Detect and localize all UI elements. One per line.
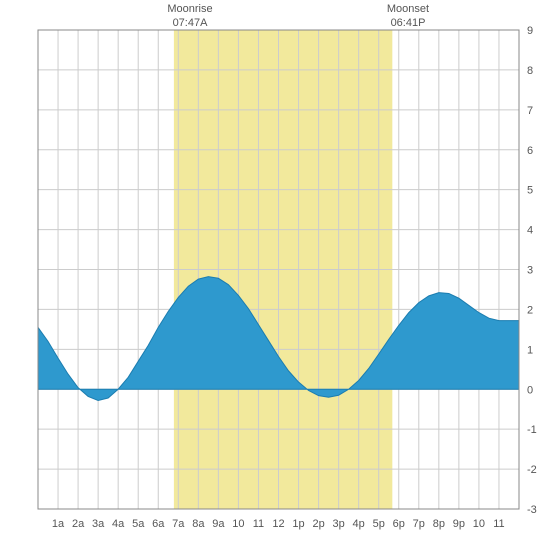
y-tick-label: 0	[527, 384, 533, 396]
x-tick-label: 4a	[112, 518, 125, 530]
y-tick-label: 9	[527, 25, 533, 37]
x-tick-label: 10	[473, 518, 485, 530]
x-tick-label: 9a	[212, 518, 225, 530]
x-tick-label: 6a	[152, 518, 165, 530]
y-tick-label: 1	[527, 344, 533, 356]
x-tick-label: 6p	[393, 518, 405, 530]
moonset-time: 06:41P	[368, 16, 448, 30]
x-tick-label: 10	[232, 518, 244, 530]
x-tick-label: 11	[493, 518, 504, 530]
x-tick-label: 3p	[333, 518, 345, 530]
x-tick-label: 8a	[192, 518, 205, 530]
moonrise-time: 07:47A	[150, 16, 230, 30]
moonset-label: Moonset	[368, 2, 448, 16]
x-tick-label: 1p	[292, 518, 304, 530]
chart-svg: -3-2-101234567891a2a3a4a5a6a7a8a9a101112…	[0, 0, 550, 550]
moonset-annotation: Moonset 06:41P	[368, 2, 448, 31]
y-tick-label: -3	[527, 504, 537, 516]
y-tick-label: 7	[527, 105, 533, 117]
y-tick-label: -2	[527, 464, 537, 476]
x-tick-label: 11	[253, 518, 264, 530]
y-tick-label: 4	[527, 225, 533, 237]
x-tick-label: 2p	[312, 518, 324, 530]
x-tick-label: 7a	[172, 518, 185, 530]
x-tick-label: 5a	[132, 518, 145, 530]
y-tick-label: 5	[527, 185, 533, 197]
x-tick-label: 5p	[373, 518, 385, 530]
tide-chart: Moonrise 07:47A Moonset 06:41P -3-2-1012…	[0, 0, 550, 550]
y-tick-label: 6	[527, 145, 533, 157]
x-tick-label: 2a	[72, 518, 85, 530]
moonrise-annotation: Moonrise 07:47A	[150, 2, 230, 31]
y-tick-label: 8	[527, 65, 533, 77]
x-tick-label: 12	[272, 518, 284, 530]
x-tick-label: 3a	[92, 518, 105, 530]
x-tick-label: 7p	[413, 518, 425, 530]
y-tick-label: 3	[527, 265, 533, 277]
x-tick-label: 4p	[353, 518, 365, 530]
y-tick-label: -1	[527, 424, 537, 436]
x-tick-label: 1a	[52, 518, 65, 530]
moonrise-label: Moonrise	[150, 2, 230, 16]
y-tick-label: 2	[527, 304, 533, 316]
x-tick-label: 8p	[433, 518, 445, 530]
x-tick-label: 9p	[453, 518, 465, 530]
